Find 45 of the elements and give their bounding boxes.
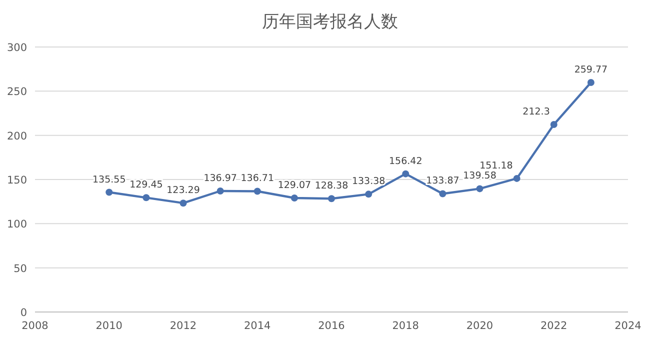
point [180, 200, 187, 207]
chart-title: 历年国考报名人数 [262, 12, 398, 32]
point [106, 188, 113, 196]
data-label: 133.87 [426, 176, 460, 187]
point [476, 185, 484, 192]
point [290, 194, 298, 202]
data-label: 129.07 [278, 180, 312, 191]
data-label: 129.45 [130, 180, 163, 191]
point [550, 120, 558, 128]
data-label: 156.42 [389, 156, 422, 167]
x-tick-label: 2012 [170, 320, 197, 332]
data-label: 136.71 [240, 173, 274, 184]
x-tick-label: 2014 [244, 320, 272, 332]
x-tick-label: 2010 [96, 320, 122, 332]
x-tick-label: 2008 [22, 320, 48, 332]
point [587, 79, 594, 86]
point [513, 174, 520, 182]
y-tick-label: 150 [6, 174, 27, 186]
x-tick-label: 2016 [318, 320, 346, 332]
data-label: 128.38 [314, 180, 348, 192]
point [216, 188, 224, 195]
point [142, 194, 150, 202]
point [439, 190, 446, 198]
y-tick-label: 0 [20, 307, 27, 319]
point [328, 195, 335, 202]
data-label: 151.18 [480, 160, 513, 172]
data-label: 259.77 [574, 64, 608, 76]
data-label: 212.3 [522, 106, 550, 118]
data-label: 123.29 [166, 185, 200, 196]
x-tick-label: 2024 [614, 320, 642, 332]
point [365, 190, 372, 198]
x-tick-label: 2020 [466, 320, 494, 332]
x-tick-label: 2018 [392, 320, 419, 332]
y-tick-label: 50 [14, 262, 27, 275]
y-tick-label: 300 [6, 42, 27, 54]
point [254, 188, 261, 195]
y-tick-label: 250 [6, 86, 27, 98]
data-label: 133.38 [352, 176, 386, 188]
point [402, 170, 410, 178]
y-tick-label: 100 [6, 218, 27, 231]
data-label: 139.58 [463, 170, 496, 182]
data-label: 136.97 [204, 173, 237, 184]
x-tick-label: 2022 [540, 320, 568, 332]
data-label: 135.55 [92, 174, 126, 186]
y-tick-label: 200 [6, 130, 27, 142]
